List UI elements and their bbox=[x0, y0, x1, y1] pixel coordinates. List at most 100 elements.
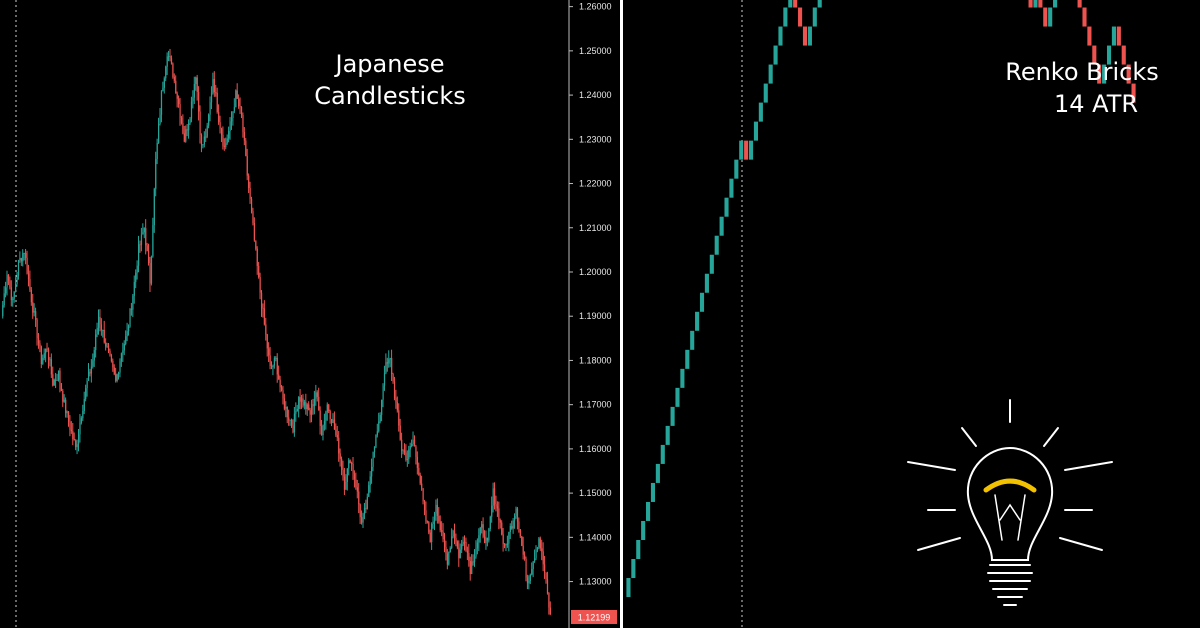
candle-body bbox=[515, 508, 517, 517]
candle bbox=[178, 95, 180, 108]
candle bbox=[301, 394, 303, 409]
candle-body bbox=[87, 371, 90, 381]
candle bbox=[173, 73, 175, 84]
candle-body bbox=[52, 374, 54, 386]
candle bbox=[215, 84, 217, 97]
renko-brick-up bbox=[729, 178, 734, 198]
candle bbox=[229, 117, 231, 140]
candle-body bbox=[69, 421, 71, 430]
candle bbox=[80, 416, 83, 425]
candle bbox=[278, 365, 280, 380]
candle-body bbox=[195, 77, 197, 85]
candle-body bbox=[203, 136, 206, 145]
candle-body bbox=[238, 98, 240, 107]
candle-body bbox=[412, 439, 414, 445]
renko-brick-down bbox=[1087, 26, 1092, 46]
candle bbox=[316, 390, 318, 402]
candle-body bbox=[160, 91, 163, 115]
renko-brick-down bbox=[793, 0, 798, 8]
candle-body bbox=[37, 338, 40, 344]
candle-body bbox=[536, 547, 539, 551]
renko-brick-down bbox=[1116, 26, 1121, 46]
candle bbox=[256, 246, 258, 275]
candle bbox=[511, 520, 513, 530]
candle bbox=[65, 397, 67, 418]
candle bbox=[529, 573, 531, 585]
candle bbox=[198, 86, 200, 121]
candle-body bbox=[12, 298, 14, 301]
candle bbox=[382, 383, 384, 408]
candle bbox=[132, 293, 134, 317]
candle-body bbox=[103, 330, 105, 343]
candle-body bbox=[522, 545, 524, 555]
candle bbox=[56, 373, 58, 381]
candle bbox=[504, 543, 506, 549]
candle-body bbox=[266, 334, 268, 349]
renko-brick-up bbox=[1106, 45, 1112, 65]
candle bbox=[63, 394, 65, 403]
candle bbox=[453, 523, 456, 545]
candle bbox=[338, 431, 340, 462]
candle-body bbox=[381, 399, 383, 415]
candle-body bbox=[47, 349, 50, 360]
candle-body bbox=[509, 526, 511, 532]
candle-body bbox=[133, 282, 135, 296]
candle-body bbox=[328, 404, 330, 412]
candle-body bbox=[318, 396, 320, 411]
candle bbox=[152, 217, 154, 258]
candle-body bbox=[474, 556, 476, 562]
candle bbox=[405, 444, 407, 462]
candle-body bbox=[335, 429, 337, 436]
candle-body bbox=[136, 265, 138, 273]
candle bbox=[276, 353, 278, 383]
candle bbox=[6, 270, 8, 296]
candle bbox=[67, 411, 70, 427]
candle-body bbox=[295, 411, 297, 414]
candle bbox=[36, 318, 38, 346]
candle bbox=[226, 134, 228, 145]
candle bbox=[526, 574, 529, 590]
candle-body bbox=[298, 397, 300, 409]
candle bbox=[99, 309, 101, 332]
renko-brick-up bbox=[734, 159, 739, 179]
candle-body bbox=[105, 342, 107, 347]
candle bbox=[109, 348, 111, 357]
candle bbox=[255, 240, 257, 251]
candle-body bbox=[524, 554, 526, 559]
candle bbox=[27, 264, 30, 287]
candle bbox=[86, 377, 88, 397]
candle bbox=[496, 501, 499, 517]
candle-body bbox=[529, 574, 531, 581]
candle-body bbox=[73, 438, 75, 441]
candle bbox=[52, 366, 54, 387]
renko-brick-down bbox=[1121, 45, 1126, 65]
candle bbox=[458, 540, 460, 567]
candle-body bbox=[243, 132, 246, 141]
candle bbox=[365, 499, 367, 514]
candle-body bbox=[22, 253, 24, 262]
renko-brick-up bbox=[685, 349, 690, 369]
candle-body bbox=[209, 102, 211, 115]
candle bbox=[25, 248, 27, 265]
candle bbox=[37, 332, 40, 349]
candle bbox=[175, 75, 177, 94]
candle-body bbox=[296, 408, 298, 412]
candle bbox=[265, 317, 267, 341]
candle bbox=[238, 94, 240, 109]
candle bbox=[7, 273, 10, 285]
candle bbox=[401, 432, 403, 458]
candle bbox=[87, 363, 90, 381]
candle-body bbox=[383, 373, 386, 386]
candle-body bbox=[269, 355, 271, 367]
renko-brick-up bbox=[704, 273, 709, 293]
candle bbox=[369, 471, 371, 493]
price-tick-label: 1.13000 bbox=[579, 577, 612, 587]
candle bbox=[311, 399, 313, 423]
candle bbox=[273, 356, 276, 369]
candle-body bbox=[438, 515, 440, 522]
candle-body bbox=[202, 144, 204, 146]
candle bbox=[498, 501, 500, 530]
candle bbox=[90, 359, 93, 383]
candle-body bbox=[205, 136, 207, 138]
candle-body bbox=[30, 289, 33, 303]
